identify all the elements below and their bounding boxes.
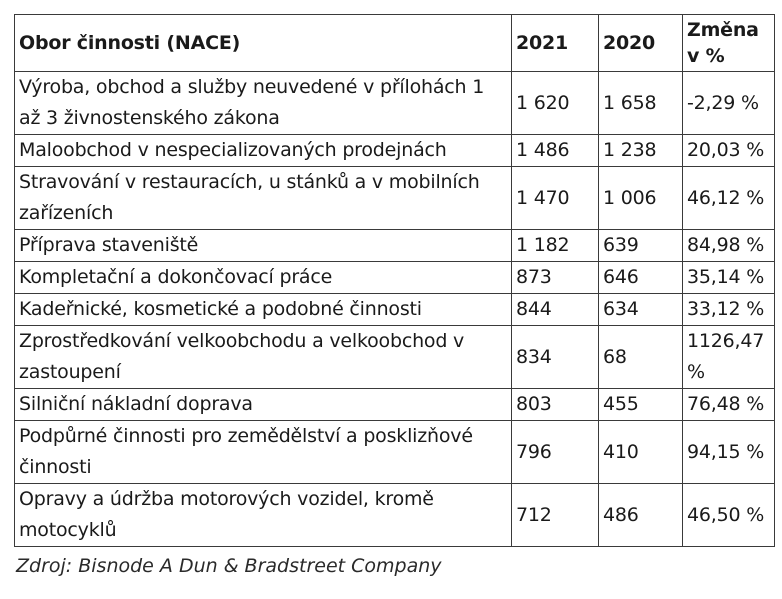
- cell-activity: Maloobchod v nespecializovaných prodejná…: [14, 134, 512, 167]
- header-activity: Obor činnosti (NACE): [14, 14, 512, 72]
- cell-2021: 873: [511, 261, 599, 294]
- header-2021: 2021: [511, 14, 599, 72]
- table-row: Opravy a údržba motorových vozidel, krom…: [14, 483, 775, 547]
- table-row: Stravování v restauracích, u stánků a v …: [14, 166, 775, 230]
- cell-2020: 1 658: [598, 71, 683, 135]
- cell-2020: 486: [598, 483, 683, 547]
- cell-change: 46,50 %: [682, 483, 775, 547]
- cell-activity: Výroba, obchod a služby neuvedené v příl…: [14, 71, 512, 135]
- table-row: Silniční nákladní doprava 803 455 76,48 …: [14, 388, 775, 421]
- cell-2021: 803: [511, 388, 599, 421]
- cell-2020: 639: [598, 229, 683, 262]
- cell-2021: 844: [511, 293, 599, 326]
- cell-activity: Zprostředkování velkoobchodu a velkoobch…: [14, 325, 512, 389]
- cell-change: 46,12 %: [682, 166, 775, 230]
- cell-change: 35,14 %: [682, 261, 775, 294]
- cell-change: 20,03 %: [682, 134, 775, 167]
- data-table: Obor činnosti (NACE) 2021 2020 Změna v %…: [14, 14, 775, 547]
- cell-2020: 1 238: [598, 134, 683, 167]
- cell-2020: 1 006: [598, 166, 683, 230]
- cell-2020: 410: [598, 420, 683, 484]
- cell-2021: 712: [511, 483, 599, 547]
- cell-activity: Kompletační a dokončovací práce: [14, 261, 512, 294]
- table-row: Maloobchod v nespecializovaných prodejná…: [14, 134, 775, 167]
- cell-2021: 1 182: [511, 229, 599, 262]
- cell-2020: 634: [598, 293, 683, 326]
- cell-2021: 1 470: [511, 166, 599, 230]
- cell-change: 94,15 %: [682, 420, 775, 484]
- cell-activity: Příprava staveniště: [14, 229, 512, 262]
- cell-2021: 1 486: [511, 134, 599, 167]
- table-row: Podpůrné činnosti pro zemědělství a posk…: [14, 420, 775, 484]
- cell-change: 84,98 %: [682, 229, 775, 262]
- cell-activity: Silniční nákladní doprava: [14, 388, 512, 421]
- cell-2021: 834: [511, 325, 599, 389]
- cell-2020: 455: [598, 388, 683, 421]
- header-change: Změna v %: [682, 14, 775, 72]
- cell-2020: 646: [598, 261, 683, 294]
- cell-activity: Opravy a údržba motorových vozidel, krom…: [14, 483, 512, 547]
- table-row: Příprava staveniště 1 182 639 84,98 %: [14, 229, 775, 262]
- table-header-row: Obor činnosti (NACE) 2021 2020 Změna v %: [14, 14, 775, 72]
- source-note: Zdroj: Bisnode A Dun & Bradstreet Compan…: [16, 555, 442, 577]
- cell-activity: Stravování v restauracích, u stánků a v …: [14, 166, 512, 230]
- header-2020: 2020: [598, 14, 683, 72]
- cell-change: -2,29 %: [682, 71, 775, 135]
- cell-activity: Kadeřnické, kosmetické a podobné činnost…: [14, 293, 512, 326]
- table-row: Kadeřnické, kosmetické a podobné činnost…: [14, 293, 775, 326]
- table-row: Kompletační a dokončovací práce 873 646 …: [14, 261, 775, 294]
- cell-2020: 68: [598, 325, 683, 389]
- cell-change: 76,48 %: [682, 388, 775, 421]
- cell-change: 33,12 %: [682, 293, 775, 326]
- cell-activity: Podpůrné činnosti pro zemědělství a posk…: [14, 420, 512, 484]
- cell-2021: 796: [511, 420, 599, 484]
- cell-change: 1126,47 %: [682, 325, 775, 389]
- table-row: Výroba, obchod a služby neuvedené v příl…: [14, 71, 775, 135]
- table-row: Zprostředkování velkoobchodu a velkoobch…: [14, 325, 775, 389]
- cell-2021: 1 620: [511, 71, 599, 135]
